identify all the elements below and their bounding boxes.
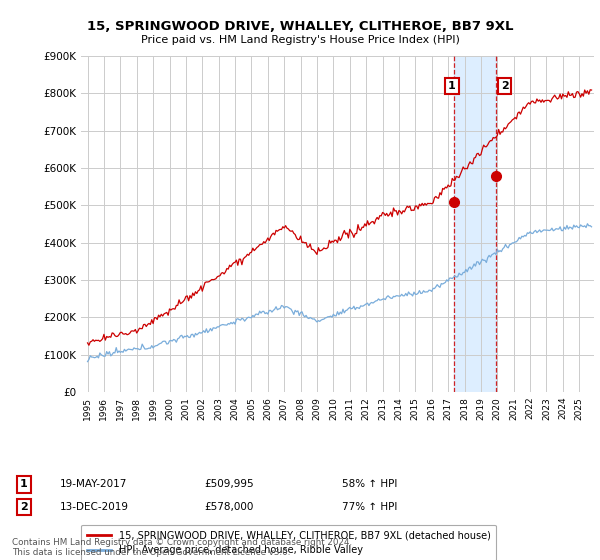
Text: 2: 2 [501,81,509,91]
Text: 13-DEC-2019: 13-DEC-2019 [60,502,129,512]
Text: 1: 1 [448,81,456,91]
Text: £578,000: £578,000 [204,502,253,512]
Text: 58% ↑ HPI: 58% ↑ HPI [342,479,397,489]
Text: 77% ↑ HPI: 77% ↑ HPI [342,502,397,512]
Text: 19-MAY-2017: 19-MAY-2017 [60,479,127,489]
Bar [454,56,496,392]
Text: 2: 2 [20,502,28,512]
Text: 15, SPRINGWOOD DRIVE, WHALLEY, CLITHEROE, BB7 9XL: 15, SPRINGWOOD DRIVE, WHALLEY, CLITHEROE… [87,20,513,32]
Text: 1: 1 [20,479,28,489]
Text: Price paid vs. HM Land Registry's House Price Index (HPI): Price paid vs. HM Land Registry's House … [140,35,460,45]
Text: Contains HM Land Registry data © Crown copyright and database right 2024.
This d: Contains HM Land Registry data © Crown c… [12,538,352,557]
Text: £509,995: £509,995 [204,479,254,489]
Legend: 15, SPRINGWOOD DRIVE, WHALLEY, CLITHEROE, BB7 9XL (detached house), HPI: Average: 15, SPRINGWOOD DRIVE, WHALLEY, CLITHEROE… [81,525,496,560]
